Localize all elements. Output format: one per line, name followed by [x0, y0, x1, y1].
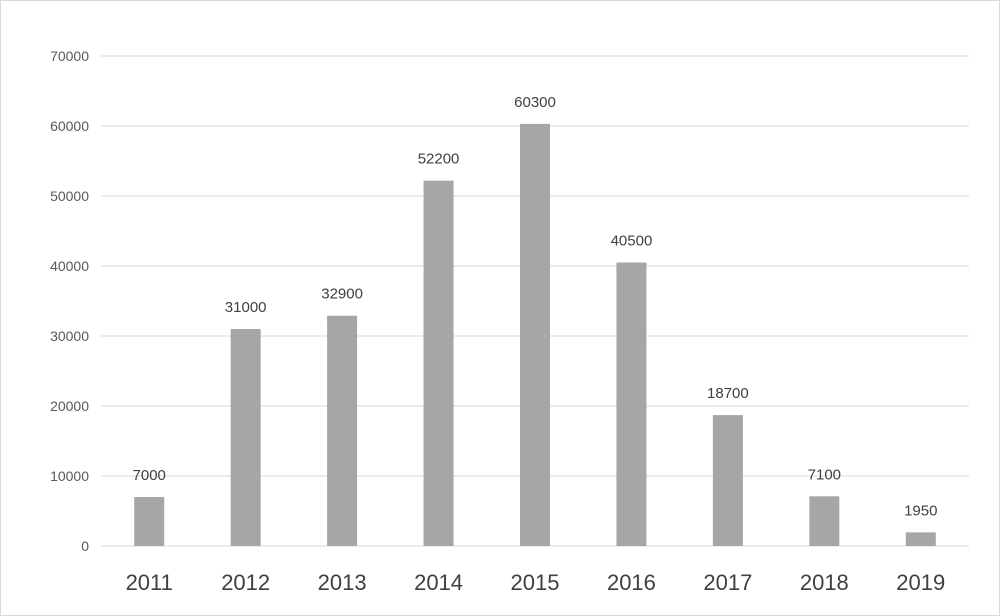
data-label-2018: 7100	[808, 466, 841, 483]
data-labels: 7000 31000 32900 52200 60300 40500 18700 7100 19…	[133, 94, 938, 519]
bar-2018	[809, 496, 840, 546]
y-axis-tick-labels: 0 10000 20000 30000 40000 50000 60000 70000	[50, 48, 89, 554]
data-label-2013: 32900	[321, 286, 363, 303]
x-tick-label-2011: 2011	[126, 570, 173, 595]
x-tick-label-2019: 2019	[896, 570, 945, 595]
data-label-2016: 40500	[611, 233, 653, 250]
x-tick-label-2017: 2017	[703, 570, 752, 595]
bar-2017	[712, 415, 743, 546]
data-label-2014: 52200	[418, 151, 460, 168]
data-label-2012: 31000	[225, 299, 267, 316]
x-tick-label-2012: 2012	[221, 570, 270, 595]
y-tick-label: 60000	[50, 118, 89, 134]
bar-2011	[134, 497, 165, 546]
y-tick-label: 50000	[50, 188, 89, 204]
x-tick-label-2018: 2018	[800, 570, 849, 595]
bars	[134, 123, 936, 547]
x-axis-category-labels: 2011 2012 2013 2014 2015 2016 2017 2018 2019	[126, 570, 946, 595]
bar-2015	[520, 123, 550, 547]
y-tick-label: 0	[81, 538, 89, 554]
bar-2012	[230, 329, 261, 546]
x-tick-label-2015: 2015	[511, 570, 560, 595]
x-tick-label-2016: 2016	[607, 570, 656, 595]
x-tick-label-2013: 2013	[318, 570, 367, 595]
bar-2016	[616, 262, 647, 546]
y-tick-label: 70000	[50, 48, 89, 64]
bar-2013	[327, 315, 358, 546]
y-tick-label: 40000	[50, 258, 89, 274]
bar-2014	[423, 180, 454, 546]
data-label-2015: 60300	[514, 94, 556, 111]
y-tick-label: 20000	[50, 398, 89, 414]
data-label-2017: 18700	[707, 385, 749, 402]
y-tick-label: 10000	[50, 468, 89, 484]
bar-2019	[905, 532, 936, 546]
data-label-2011: 7000	[133, 467, 166, 484]
x-tick-label-2014: 2014	[414, 570, 463, 595]
y-tick-label: 30000	[50, 328, 89, 344]
data-label-2019: 1950	[904, 502, 937, 519]
